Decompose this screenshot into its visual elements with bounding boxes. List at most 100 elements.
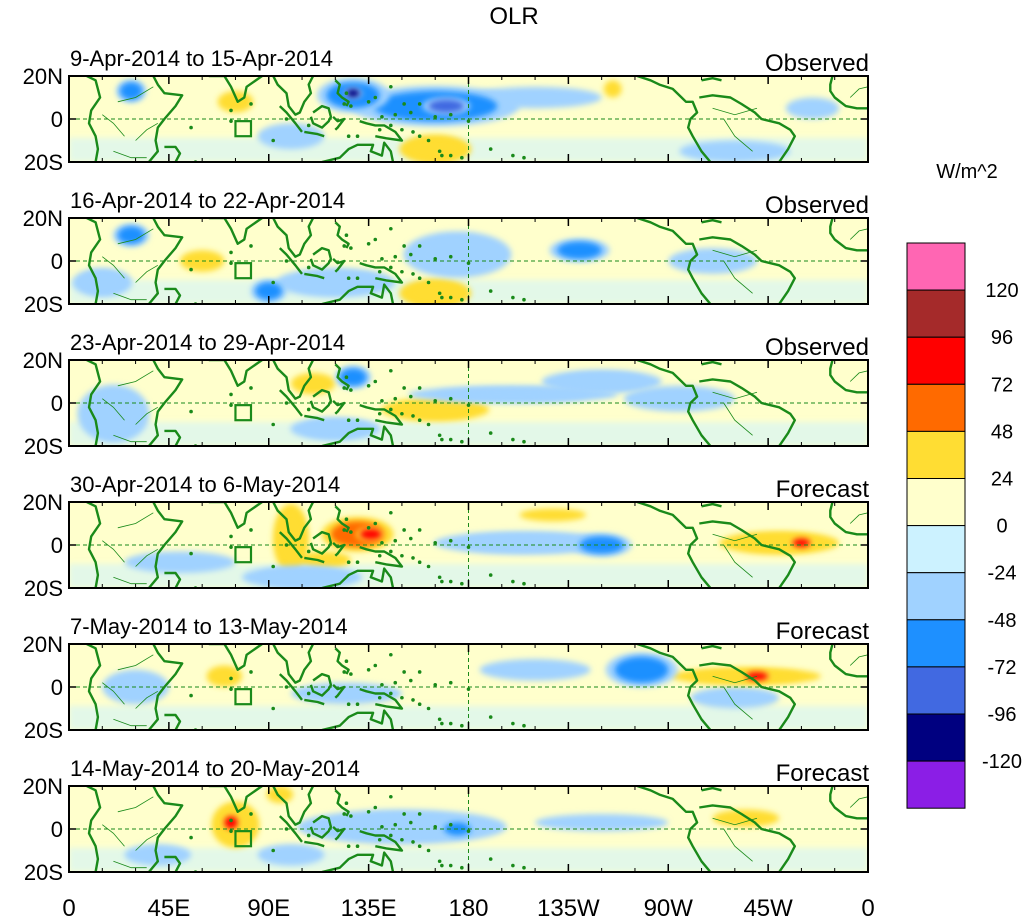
island	[417, 844, 422, 848]
country-border	[849, 796, 868, 808]
country-border	[102, 398, 125, 421]
anomaly-blob	[117, 226, 145, 244]
island	[408, 110, 413, 115]
colorbar-swatch	[906, 525, 966, 574]
colorbar-swatch	[906, 242, 966, 291]
island	[417, 276, 422, 281]
coastline	[278, 105, 303, 133]
island	[433, 115, 438, 119]
country-border	[712, 249, 758, 258]
reference-box	[234, 546, 253, 564]
anomaly-blob	[124, 844, 192, 866]
anomaly-blob	[557, 241, 602, 259]
anomaly-blob	[792, 538, 811, 548]
colorbar-label: 120	[985, 280, 1018, 302]
island	[448, 437, 453, 442]
colorbar-swatch	[906, 289, 966, 338]
coastline	[699, 94, 796, 162]
coastline	[86, 76, 102, 162]
island	[417, 386, 422, 390]
panel-type-label: Observed	[765, 50, 869, 77]
coastline	[334, 221, 350, 249]
island	[522, 155, 526, 160]
coastline	[334, 647, 350, 675]
anomaly-blob	[603, 80, 622, 98]
island	[417, 528, 422, 532]
colorbar-swatch	[906, 713, 966, 762]
coastline	[272, 786, 315, 826]
island	[522, 439, 526, 444]
island	[522, 865, 526, 870]
island	[380, 825, 384, 829]
coastline	[321, 425, 395, 446]
x-tick-label: 180	[448, 895, 488, 920]
coastline	[321, 851, 395, 872]
country-border	[113, 718, 147, 727]
x-tick-label: 90W	[644, 895, 694, 920]
island	[189, 835, 193, 840]
colorbar-label: -24	[988, 563, 1017, 585]
island	[522, 581, 526, 586]
island	[511, 721, 515, 726]
country-border	[117, 228, 154, 245]
island	[189, 409, 193, 414]
island	[344, 517, 349, 521]
panel-date-range: 14-May-2014 to 20-May-2014	[70, 756, 360, 781]
y-tick-label: 20N	[23, 348, 63, 373]
country-border	[712, 391, 758, 400]
island	[189, 125, 193, 130]
y-tick-label: 20N	[23, 64, 63, 89]
coastline	[278, 531, 303, 559]
coastline	[636, 786, 712, 872]
country-border	[135, 690, 159, 709]
colorbar-label: 0	[996, 516, 1007, 538]
country-border	[113, 576, 147, 585]
island	[389, 84, 393, 89]
island	[373, 805, 378, 810]
island	[373, 521, 378, 526]
island	[393, 254, 398, 259]
coastline	[829, 76, 868, 110]
colorbar-units-label: W/m^2	[936, 161, 998, 183]
island	[249, 528, 253, 532]
island	[249, 102, 253, 106]
island	[229, 687, 233, 691]
anomaly-blob	[346, 88, 360, 98]
coastline	[208, 360, 263, 387]
x-tick-label: 45E	[148, 895, 191, 920]
coastline	[334, 363, 350, 391]
reference-box	[234, 120, 253, 138]
island	[342, 102, 347, 106]
colorbar: W/m^2 120 96 72 48 24 0 -24 -48 -72 -96 -120	[906, 161, 1022, 809]
anomaly-blob	[417, 237, 498, 272]
panel-date-range: 30-Apr-2014 to 6-May-2014	[70, 472, 340, 497]
coastline	[272, 76, 315, 116]
island	[306, 833, 311, 838]
island	[380, 399, 384, 403]
country-border	[723, 402, 753, 436]
island	[373, 663, 378, 668]
coastline	[278, 389, 303, 417]
island	[349, 530, 353, 534]
island	[229, 818, 233, 823]
country-border	[135, 548, 159, 567]
coastline	[304, 414, 325, 422]
coastline	[272, 644, 315, 684]
colorbar-swatch	[906, 666, 966, 715]
island	[393, 112, 398, 117]
island	[349, 814, 353, 818]
island	[433, 257, 438, 261]
country-border	[135, 264, 159, 283]
coastline	[359, 403, 404, 426]
coastline	[699, 378, 796, 446]
island	[355, 134, 360, 138]
country-border	[723, 828, 753, 862]
island	[355, 418, 360, 423]
country-border	[117, 370, 154, 387]
island	[400, 695, 404, 700]
island	[460, 439, 464, 444]
island	[408, 820, 413, 825]
country-border	[712, 107, 758, 116]
island	[355, 844, 360, 848]
island	[400, 269, 404, 274]
